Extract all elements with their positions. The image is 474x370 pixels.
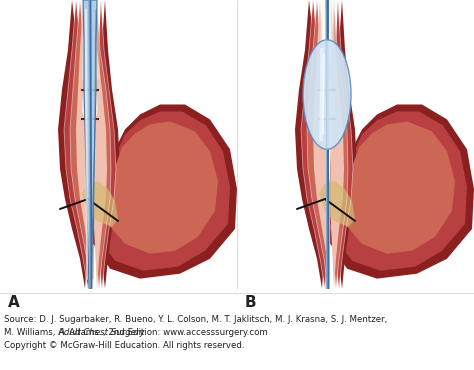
Polygon shape [70, 0, 111, 289]
Polygon shape [85, 111, 230, 271]
Ellipse shape [303, 40, 351, 149]
Polygon shape [319, 0, 337, 80]
Polygon shape [80, 104, 237, 279]
Polygon shape [319, 88, 335, 121]
Polygon shape [100, 121, 218, 254]
Text: Adult Chest Surgery: Adult Chest Surgery [58, 328, 145, 337]
Text: M. Williams, A. Adams:: M. Williams, A. Adams: [4, 328, 104, 337]
Bar [0, 0, 237, 289]
Polygon shape [83, 0, 97, 289]
Polygon shape [82, 0, 100, 80]
Polygon shape [319, 181, 355, 227]
Text: Copyright © McGraw-Hill Education. All rights reserved.: Copyright © McGraw-Hill Education. All r… [4, 341, 245, 350]
Text: , 2nd Edition: www.accesssurgery.com: , 2nd Edition: www.accesssurgery.com [103, 328, 268, 337]
Text: B: B [245, 295, 256, 310]
Polygon shape [76, 0, 107, 289]
Polygon shape [82, 181, 118, 227]
Polygon shape [295, 0, 357, 289]
Polygon shape [317, 104, 474, 279]
Text: Source: D. J. Sugarbaker, R. Bueno, Y. L. Colson, M. T. Jaklitsch, M. J. Krasna,: Source: D. J. Sugarbaker, R. Bueno, Y. L… [4, 315, 387, 324]
Polygon shape [337, 121, 455, 254]
Polygon shape [58, 0, 120, 289]
Polygon shape [301, 0, 353, 289]
Polygon shape [322, 111, 467, 271]
Polygon shape [313, 0, 344, 289]
Text: A: A [8, 295, 20, 310]
Polygon shape [307, 0, 348, 289]
Polygon shape [82, 88, 98, 121]
Bar [237, 0, 474, 289]
Polygon shape [64, 0, 116, 289]
